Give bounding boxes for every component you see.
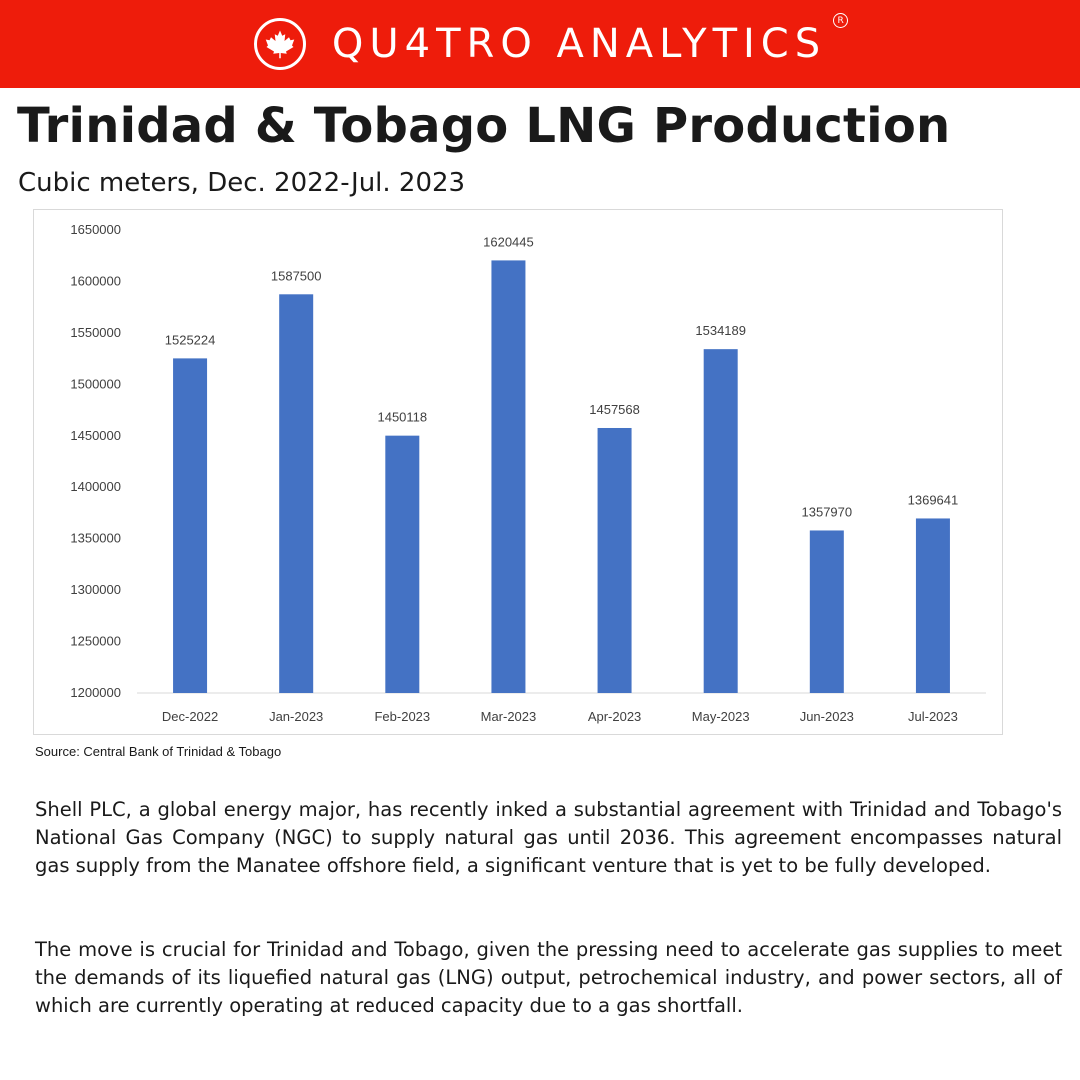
data-label: 1620445 — [483, 234, 534, 249]
bar — [915, 518, 950, 693]
bar — [385, 435, 420, 693]
data-label: 1457568 — [589, 402, 640, 417]
maple-leaf-icon — [265, 30, 295, 59]
data-label: 1587500 — [271, 268, 322, 283]
y-tick-label: 1550000 — [70, 325, 121, 340]
x-tick-label: Jul-2023 — [908, 709, 958, 724]
x-tick-label: May-2023 — [692, 709, 750, 724]
x-tick-label: Mar-2023 — [481, 709, 537, 724]
y-tick-label: 1450000 — [70, 428, 121, 443]
page-subtitle: Cubic meters, Dec. 2022-Jul. 2023 — [18, 168, 466, 198]
brand-name: QU4TRO ANALYTICS R — [331, 13, 849, 67]
x-tick-label: Feb-2023 — [374, 709, 430, 724]
y-tick-label: 1650000 — [70, 222, 121, 237]
data-label: 1525224 — [165, 332, 216, 347]
x-tick-label: Dec-2022 — [162, 709, 218, 724]
data-label: 1534189 — [695, 323, 746, 338]
bar — [703, 349, 738, 693]
data-label: 1357970 — [802, 504, 853, 519]
data-label: 1369641 — [908, 492, 959, 507]
x-tick-label: Jan-2023 — [269, 709, 323, 724]
x-tick-label: Jun-2023 — [800, 709, 854, 724]
y-tick-label: 1300000 — [70, 582, 121, 597]
brand-banner: QU4TRO ANALYTICS R — [0, 0, 1080, 88]
y-tick-label: 1200000 — [70, 685, 121, 700]
bar — [809, 530, 844, 693]
bar — [279, 294, 314, 693]
registered-mark: R — [833, 13, 849, 28]
x-tick-label: Apr-2023 — [588, 709, 641, 724]
brand-name-text: QU4TRO ANALYTICS — [331, 21, 827, 67]
y-tick-label: 1350000 — [70, 531, 121, 546]
source-note: Source: Central Bank of Trinidad & Tobag… — [35, 744, 282, 759]
y-tick-label: 1600000 — [70, 273, 121, 288]
bar — [491, 260, 526, 693]
logo-badge — [253, 18, 306, 70]
bar — [597, 427, 632, 693]
y-tick-label: 1400000 — [70, 479, 121, 494]
body-paragraph-2: The move is crucial for Trinidad and Tob… — [35, 938, 1062, 1017]
body-paragraph-1: Shell PLC, a global energy major, has re… — [35, 798, 1062, 877]
page-title: Trinidad & Tobago LNG Production — [17, 98, 951, 154]
y-tick-label: 1500000 — [70, 376, 121, 391]
data-label: 1450118 — [377, 410, 427, 425]
bar — [173, 358, 208, 693]
chart-container: 1200000 1250000 1300000 1350000 1400000 14500… — [33, 209, 1003, 735]
y-tick-label: 1250000 — [70, 634, 121, 649]
bar-chart: 1200000 1250000 1300000 1350000 1400000 14500… — [70, 222, 986, 724]
